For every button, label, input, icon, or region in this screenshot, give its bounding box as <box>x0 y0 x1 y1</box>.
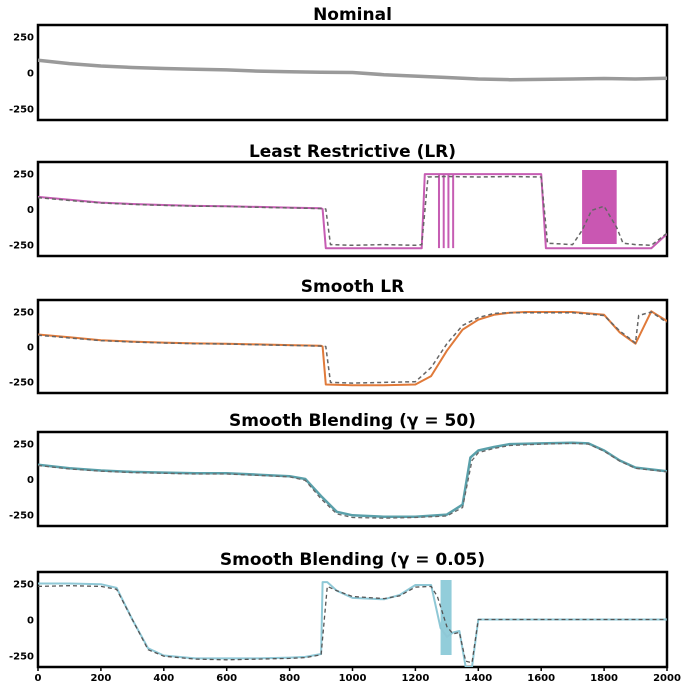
y-tick-label: 0 <box>27 205 34 216</box>
plot-frame <box>36 160 669 258</box>
y-tick-label: 250 <box>13 307 34 318</box>
x-tick-label: 1800 <box>590 673 618 684</box>
panel-3: Smooth LR 250 0 -250 <box>9 277 669 395</box>
y-tick-label: -250 <box>9 511 34 522</box>
series-line-dashed <box>38 175 667 247</box>
plot-title: Smooth LR <box>301 277 404 297</box>
panel-1: Nominal 250 0 -250 <box>9 5 669 122</box>
plot-area <box>38 310 667 387</box>
plot-title: Nominal <box>313 5 392 25</box>
y-tick-label: -250 <box>9 241 34 252</box>
x-tick-label: 600 <box>216 673 237 684</box>
panel-4: Smooth Blending (γ = 50) 250 0 -250 <box>9 411 669 528</box>
y-tick-label: 0 <box>27 69 34 80</box>
y-tick-label: 0 <box>27 475 34 486</box>
x-tick-label: 400 <box>153 673 174 684</box>
series-line-dashed <box>38 585 667 664</box>
y-tick-label: -250 <box>9 651 34 662</box>
plot-area <box>38 58 667 82</box>
x-tick-label: 0 <box>35 673 42 684</box>
series-line-solid <box>38 58 667 82</box>
series-line-dashed <box>38 442 667 519</box>
x-tick-label: 800 <box>279 673 300 684</box>
switching-band <box>440 580 452 655</box>
y-tick-label: 250 <box>13 439 34 450</box>
plot-area <box>38 580 667 667</box>
plot-title: Smooth Blending (γ = 50) <box>229 411 476 431</box>
plot-frame <box>36 298 669 395</box>
x-tick-label: 1000 <box>339 673 367 684</box>
series-line-dashed <box>38 311 667 384</box>
panel-2: Least Restrictive (LR) 250 0 -250 <box>9 142 669 258</box>
y-tick-label: -250 <box>9 378 34 389</box>
y-tick-label: 250 <box>13 33 34 44</box>
x-tick-label: 1400 <box>464 673 492 684</box>
plot-frame <box>36 430 669 528</box>
y-tick-label: 0 <box>27 616 34 627</box>
plot-title: Smooth Blending (γ = 0.05) <box>220 550 485 570</box>
plot-title: Least Restrictive (LR) <box>249 142 456 162</box>
x-tick-label: 1200 <box>401 673 429 684</box>
plot-area <box>38 441 667 519</box>
series-line-solid <box>38 441 667 518</box>
x-tick-label: 1600 <box>527 673 555 684</box>
y-tick-label: 250 <box>13 169 34 180</box>
x-tick-label: 2000 <box>653 673 681 684</box>
x-tick-label: 200 <box>90 673 111 684</box>
plot-area <box>38 170 667 250</box>
y-tick-label: 0 <box>27 343 34 354</box>
y-tick-label: 250 <box>13 580 34 591</box>
y-tick-label: -250 <box>9 104 34 115</box>
